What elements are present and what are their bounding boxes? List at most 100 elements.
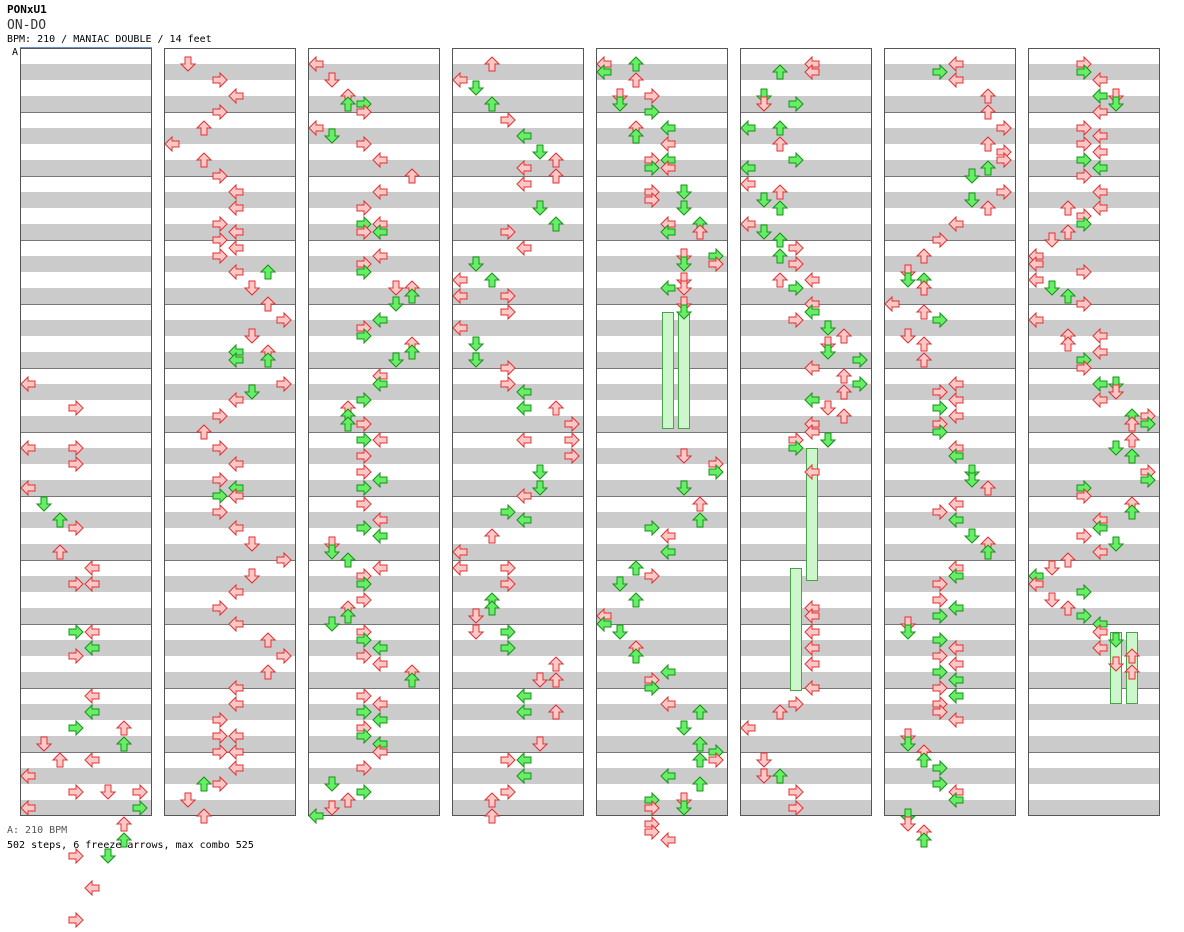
left-arrow-icon — [228, 679, 244, 697]
right-arrow-icon — [644, 519, 660, 537]
right-arrow-icon — [644, 87, 660, 105]
left-arrow-icon — [308, 55, 324, 73]
left-arrow-icon — [516, 399, 532, 417]
down-arrow-icon — [99, 784, 117, 800]
down-arrow-icon — [531, 464, 549, 480]
left-arrow-icon — [372, 471, 388, 489]
up-arrow-icon — [195, 152, 213, 168]
down-arrow-icon — [99, 848, 117, 864]
measure-line — [884, 624, 1016, 625]
down-arrow-icon — [819, 344, 837, 360]
measure-line — [308, 560, 440, 561]
down-arrow-icon — [1107, 656, 1125, 672]
left-arrow-icon — [660, 119, 676, 137]
measure-line — [1028, 752, 1160, 753]
up-arrow-icon — [483, 792, 501, 808]
beat-band — [452, 800, 584, 816]
left-arrow-icon — [948, 599, 964, 617]
beat-band — [740, 672, 872, 688]
down-arrow-icon — [899, 272, 917, 288]
left-arrow-icon — [228, 183, 244, 201]
measure-line — [452, 240, 584, 241]
right-arrow-icon — [356, 415, 372, 433]
up-arrow-icon — [979, 104, 997, 120]
up-arrow-icon — [771, 200, 789, 216]
up-arrow-icon — [835, 408, 853, 424]
beat-band — [308, 416, 440, 432]
left-arrow-icon — [1092, 639, 1108, 657]
right-arrow-icon — [500, 287, 516, 305]
beat-band — [20, 672, 152, 688]
beat-band — [1028, 256, 1160, 272]
left-arrow-icon — [228, 727, 244, 745]
down-arrow-icon — [243, 280, 261, 296]
left-arrow-icon — [948, 567, 964, 585]
up-arrow-icon — [691, 512, 709, 528]
beat-band — [20, 608, 152, 624]
left-arrow-icon — [948, 639, 964, 657]
right-arrow-icon — [356, 727, 372, 745]
up-arrow-icon — [1059, 288, 1077, 304]
up-arrow-icon — [979, 544, 997, 560]
right-arrow-icon — [932, 423, 948, 441]
down-arrow-icon — [755, 96, 773, 112]
beat-band — [596, 128, 728, 144]
freeze-arrow-left — [662, 312, 674, 429]
right-arrow-icon — [356, 519, 372, 537]
measure-line — [884, 176, 1016, 177]
left-arrow-icon — [660, 159, 676, 177]
left-arrow-icon — [516, 383, 532, 401]
left-arrow-icon — [1028, 255, 1044, 273]
beat-band — [884, 576, 1016, 592]
right-arrow-icon — [1076, 119, 1092, 137]
beat-band — [1028, 192, 1160, 208]
right-arrow-icon — [1076, 583, 1092, 601]
beat-band — [164, 416, 296, 432]
left-arrow-icon — [948, 215, 964, 233]
down-arrow-icon — [963, 192, 981, 208]
down-arrow-icon — [899, 624, 917, 640]
beat-band — [1028, 768, 1160, 784]
beat-band — [596, 480, 728, 496]
right-arrow-icon — [788, 799, 804, 817]
down-arrow-icon — [675, 280, 693, 296]
left-arrow-icon — [308, 807, 324, 825]
left-arrow-icon — [20, 799, 36, 817]
left-arrow-icon — [228, 391, 244, 409]
up-arrow-icon — [1123, 664, 1141, 680]
left-arrow-icon — [228, 239, 244, 257]
left-arrow-icon — [372, 639, 388, 657]
right-arrow-icon — [212, 711, 228, 729]
right-arrow-icon — [788, 439, 804, 457]
beat-band — [596, 608, 728, 624]
beat-band — [20, 736, 152, 752]
down-arrow-icon — [675, 200, 693, 216]
measure-line — [452, 112, 584, 113]
right-arrow-icon — [932, 399, 948, 417]
down-arrow-icon — [467, 608, 485, 624]
beat-band — [884, 288, 1016, 304]
measure-line — [740, 240, 872, 241]
left-arrow-icon — [804, 271, 820, 289]
beat-band — [596, 288, 728, 304]
down-arrow-icon — [387, 352, 405, 368]
right-arrow-icon — [852, 375, 868, 393]
up-arrow-icon — [627, 648, 645, 664]
down-arrow-icon — [323, 776, 341, 792]
up-arrow-icon — [259, 352, 277, 368]
measure-line — [1028, 432, 1160, 433]
left-arrow-icon — [228, 455, 244, 473]
beat-band — [596, 512, 728, 528]
left-arrow-icon — [884, 295, 900, 313]
measure-line — [20, 240, 152, 241]
measure-line — [884, 112, 1016, 113]
measure-line — [596, 496, 728, 497]
down-arrow-icon — [755, 752, 773, 768]
beat-band — [452, 320, 584, 336]
song-title: ON-DO — [7, 18, 47, 33]
right-arrow-icon — [212, 487, 228, 505]
up-arrow-icon — [1059, 336, 1077, 352]
down-arrow-icon — [963, 168, 981, 184]
left-arrow-icon — [372, 743, 388, 761]
left-arrow-icon — [1092, 375, 1108, 393]
